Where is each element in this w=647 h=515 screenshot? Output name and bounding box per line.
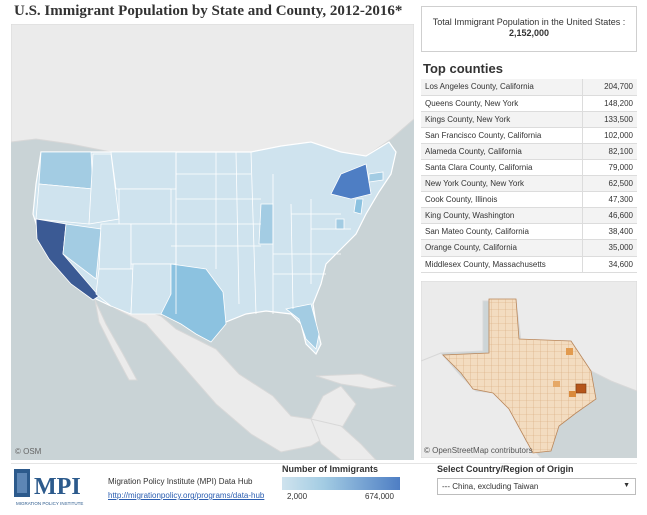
- top-counties-table: Los Angeles County, California 204,700 Qu…: [421, 79, 637, 273]
- data-hub-link[interactable]: http://migrationpolicy.org/programs/data…: [108, 491, 265, 500]
- state-massachusetts: [368, 171, 384, 183]
- state-texas: [160, 263, 227, 343]
- table-row[interactable]: New York County, New York 62,500: [421, 175, 637, 193]
- total-label: Total Immigrant Population in the United…: [432, 17, 626, 27]
- county-name: Orange County, California: [421, 239, 582, 257]
- legend-max-label: 674,000: [365, 492, 394, 501]
- state-montana: [110, 151, 177, 190]
- state-washington-dc: [335, 218, 345, 230]
- table-row[interactable]: Orange County, California 35,000: [421, 239, 637, 257]
- canada-landmass: [11, 24, 414, 157]
- county-value: 38,400: [581, 223, 637, 241]
- county-name: Alameda County, California: [421, 143, 582, 160]
- county-name: King County, Washington: [421, 207, 582, 225]
- total-population-box: Total Immigrant Population in the United…: [421, 6, 637, 52]
- county-name: New York County, New York: [421, 175, 582, 193]
- table-row[interactable]: King County, Washington 46,600: [421, 207, 637, 225]
- us-map-canvas[interactable]: © OSM: [11, 24, 414, 460]
- table-row[interactable]: Santa Clara County, California 79,000: [421, 159, 637, 177]
- mexico-landmass: [98, 293, 357, 453]
- county-value: 34,600: [581, 256, 637, 273]
- data-hub-name: Migration Policy Institute (MPI) Data Hu…: [108, 477, 253, 486]
- top-counties-title: Top counties: [423, 61, 503, 76]
- county-value: 47,300: [581, 191, 637, 209]
- county-name: Kings County, New York: [421, 111, 582, 128]
- legend-title: Number of Immigrants: [282, 464, 379, 474]
- state-new-jersey: [353, 198, 364, 215]
- country-select-value: --- China, excluding Taiwan: [442, 482, 539, 491]
- legend-min-label: 2,000: [287, 492, 308, 501]
- county-value: 82,100: [581, 143, 637, 160]
- osm-attribution-texas: © OpenStreetMap contributors: [424, 446, 533, 455]
- county-value: 133,500: [581, 111, 637, 128]
- county-value: 35,000: [581, 239, 637, 257]
- state-illinois: [258, 203, 274, 245]
- state-wyoming: [118, 188, 172, 225]
- state-colorado: [130, 223, 177, 265]
- total-value: 2,152,000: [508, 28, 550, 38]
- county-value: 148,200: [581, 95, 637, 112]
- county-travis: [553, 381, 560, 387]
- state-new-york: [330, 163, 372, 200]
- county-name: Middlesex County, Massachusetts: [421, 256, 582, 273]
- country-select-label: Select Country/Region of Origin: [437, 464, 574, 474]
- state-borders: [171, 151, 351, 315]
- texas-counties: [443, 299, 596, 453]
- state-arizona: [95, 268, 134, 315]
- table-row[interactable]: San Mateo County, California 38,400: [421, 223, 637, 241]
- county-harris: [575, 383, 587, 394]
- table-row[interactable]: Alameda County, California 82,100: [421, 143, 637, 160]
- cuba-island: [315, 373, 397, 390]
- texas-county-map[interactable]: © OpenStreetMap contributors: [421, 281, 637, 458]
- county-name: Los Angeles County, California: [421, 79, 582, 96]
- table-row[interactable]: Cook County, Illinois 47,300: [421, 191, 637, 209]
- table-row[interactable]: Los Angeles County, California 204,700: [421, 79, 637, 96]
- county-name: Cook County, Illinois: [421, 191, 582, 209]
- central-america: [310, 418, 377, 460]
- county-value: 62,500: [581, 175, 637, 193]
- state-utah: [98, 223, 132, 270]
- county-value: 46,600: [581, 207, 637, 225]
- page-title: U.S. Immigrant Population by State and C…: [14, 3, 403, 19]
- county-fort-bend: [569, 391, 576, 397]
- footer-divider: [11, 463, 637, 464]
- county-value: 204,700: [581, 79, 637, 96]
- legend-color-ramp: [282, 477, 400, 490]
- state-nevada: [62, 223, 102, 280]
- baja-peninsula: [94, 299, 138, 381]
- county-name: Santa Clara County, California: [421, 159, 582, 177]
- table-row[interactable]: Kings County, New York 133,500: [421, 111, 637, 128]
- county-name: San Mateo County, California: [421, 223, 582, 241]
- table-row[interactable]: San Francisco County, California 102,000: [421, 127, 637, 144]
- table-row[interactable]: Queens County, New York 148,200: [421, 95, 637, 112]
- osm-attribution: © OSM: [15, 447, 42, 456]
- country-select[interactable]: --- China, excluding Taiwan ▼: [437, 478, 636, 495]
- state-florida: [285, 303, 320, 350]
- county-dallas: [566, 348, 573, 355]
- state-oregon: [35, 183, 94, 225]
- logo-text: MPI: [34, 474, 81, 500]
- mpi-logo[interactable]: MPI MIGRATION POLICY INSTITUTE: [14, 466, 100, 508]
- table-row[interactable]: Middlesex County, Massachusetts 34,600: [421, 256, 637, 273]
- county-name: San Francisco County, California: [421, 127, 582, 144]
- us-state-map[interactable]: © OSM: [11, 24, 414, 460]
- county-value: 102,000: [581, 127, 637, 144]
- chevron-down-icon: ▼: [623, 482, 630, 489]
- county-name: Queens County, New York: [421, 95, 582, 112]
- logo-subtext: MIGRATION POLICY INSTITUTE: [16, 501, 83, 506]
- county-value: 79,000: [581, 159, 637, 177]
- texas-map-canvas[interactable]: © OpenStreetMap contributors: [421, 281, 637, 458]
- state-washington: [38, 151, 94, 190]
